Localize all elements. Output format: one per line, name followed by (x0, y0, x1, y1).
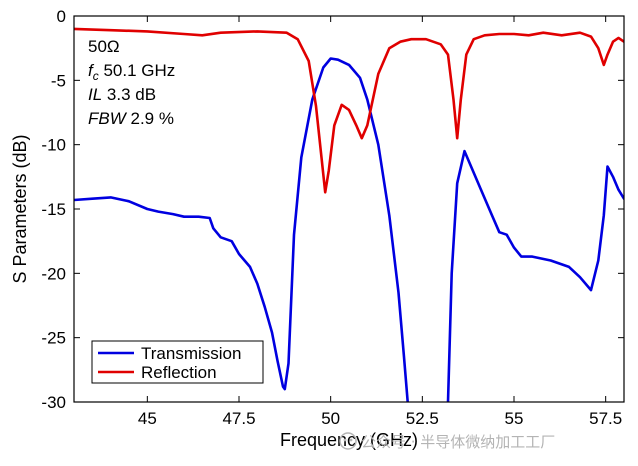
x-tick-label: 57.5 (589, 409, 622, 428)
legend-box (91, 340, 264, 384)
legend-label-transmission: Transmission (141, 344, 241, 363)
annotation-line: fc 50.1 GHz (88, 61, 175, 83)
y-axis-label: S Parameters (dB) (10, 134, 30, 283)
watermark-text: 公众号 · 半导体微纳加工工厂 (361, 433, 555, 451)
wechat-icon (339, 432, 357, 450)
y-tick-label: -10 (41, 136, 66, 155)
y-tick-label: -15 (41, 200, 66, 219)
annotation-line: 50Ω (88, 37, 120, 56)
y-tick-label: -20 (41, 264, 66, 283)
x-tick-label: 50 (321, 409, 340, 428)
legend-label-reflection: Reflection (141, 363, 217, 382)
x-tick-label: 45 (138, 409, 157, 428)
wechat-icon-dot (343, 438, 347, 442)
y-tick-label: -5 (51, 71, 66, 90)
x-axis-label: Frequency (GHz) (280, 430, 418, 450)
legend: Transmission Reflection (91, 340, 264, 384)
annotation-line: IL 3.3 dB (88, 85, 156, 104)
y-tick-label: 0 (57, 7, 66, 26)
series-line-reflection (74, 27, 624, 194)
x-tick-label: 55 (505, 409, 524, 428)
y-tick-label: -25 (41, 329, 66, 348)
x-tick-label: 47.5 (222, 409, 255, 428)
annotation-line: FBW 2.9 % (88, 109, 174, 128)
watermark: 公众号 · 半导体微纳加工工厂 (339, 432, 555, 451)
wechat-icon-dot (349, 438, 353, 442)
series-line-transmission (446, 149, 624, 402)
x-tick-label: 52.5 (406, 409, 439, 428)
y-tick-label: -30 (41, 393, 66, 412)
series-line-transmission (74, 57, 410, 402)
